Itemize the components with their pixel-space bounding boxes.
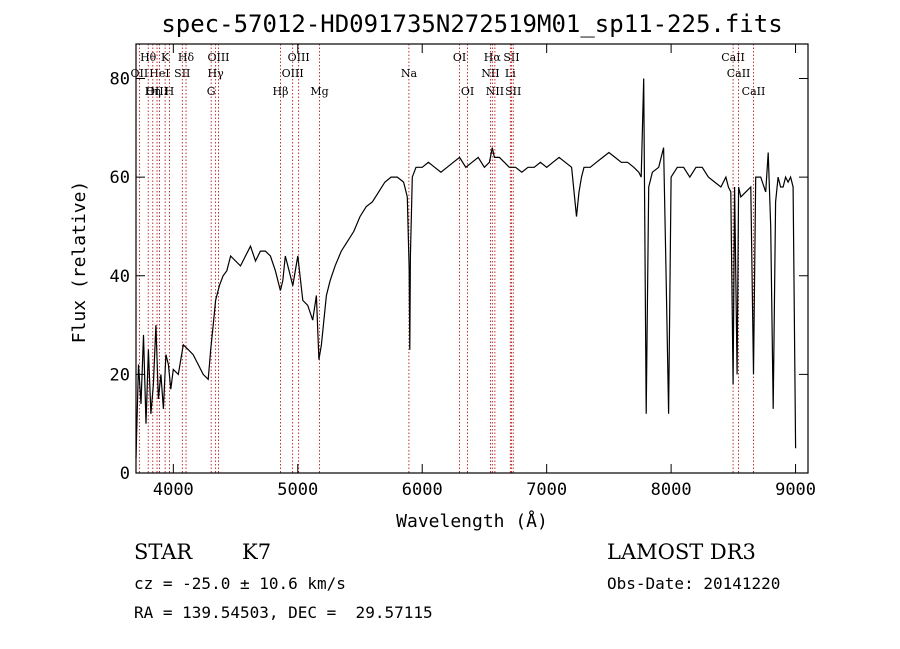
spectral-line-label: OIII — [288, 51, 310, 64]
spectral-line-label: SII — [174, 67, 190, 80]
spectrum-chart: spec-57012-HD091735N272519M01_sp11-225.f… — [69, 10, 816, 532]
observation-date: Obs-Date: 20141220 — [607, 574, 781, 593]
y-tick-label: 40 — [110, 267, 130, 287]
spectral-line-label: Li — [505, 67, 516, 80]
x-tick-label: 9000 — [775, 480, 816, 500]
redshift-velocity: cz = -25.0 ± 10.6 km/s — [134, 574, 346, 593]
chart-title: spec-57012-HD091735N272519M01_sp11-225.f… — [161, 10, 782, 38]
spectral-line-label: CaII — [727, 67, 751, 80]
spectral-line-label: Hβ — [273, 85, 289, 98]
y-tick-label: 0 — [120, 464, 130, 484]
y-tick-label: 60 — [110, 168, 130, 188]
x-tick-label: 4000 — [153, 480, 194, 500]
x-tick-label: 5000 — [277, 480, 318, 500]
spectral-line-label: SII — [503, 51, 519, 64]
spectral-line-label: G — [207, 85, 216, 98]
spectral-line-label: K — [161, 51, 170, 64]
coordinates: RA = 139.54503, DEC = 29.57115 — [134, 603, 433, 622]
spectral-line-label: Hγ — [208, 67, 225, 80]
spectral-line-label: NII — [481, 67, 499, 80]
axis-ticks: 4000 5000 6000 7000 8000 9000 0 20 40 60 80 — [110, 44, 816, 500]
spectral-line-label: SII — [505, 85, 521, 98]
object-type: STAR — [134, 540, 193, 564]
spectral-line-label: Hη — [145, 85, 161, 98]
y-tick-label: 20 — [110, 365, 130, 385]
spectral-line-label: NII — [486, 85, 504, 98]
spectral-line-label: Hα — [484, 51, 502, 64]
spectral-line-label: OIII — [282, 67, 304, 80]
plot-frame — [135, 43, 809, 474]
x-tick-label: 8000 — [651, 480, 692, 500]
y-axis-label: Flux (relative) — [69, 181, 90, 344]
spectral-line-label: OI — [453, 51, 466, 64]
spectral-line-label: OI — [461, 85, 474, 98]
spectral-line-label: CaII — [721, 51, 745, 64]
x-tick-label: 6000 — [402, 480, 443, 500]
spectral-line-label: CaII — [742, 85, 766, 98]
spectral-line-label: Na — [401, 67, 418, 80]
spectral-line-label: Hδ — [178, 51, 195, 64]
spectral-line-label: OIII — [207, 51, 229, 64]
spectral-line-label: OII — [131, 67, 149, 80]
y-tick-label: 80 — [110, 70, 130, 90]
x-axis-label: Wavelength (Å) — [396, 510, 548, 532]
flux-series-line — [135, 78, 797, 459]
spectral-line-label: OIII — [146, 85, 168, 98]
x-tick-label: 7000 — [526, 480, 567, 500]
spectral-line-label: Mg — [310, 85, 328, 98]
spectral-line-label: HeI — [149, 67, 169, 80]
spectral-line-label: Hθ — [140, 51, 157, 64]
spectral-line-label: H — [165, 85, 175, 98]
object-subclass: K7 — [242, 540, 272, 564]
survey-name: LAMOST DR3 — [607, 540, 756, 564]
